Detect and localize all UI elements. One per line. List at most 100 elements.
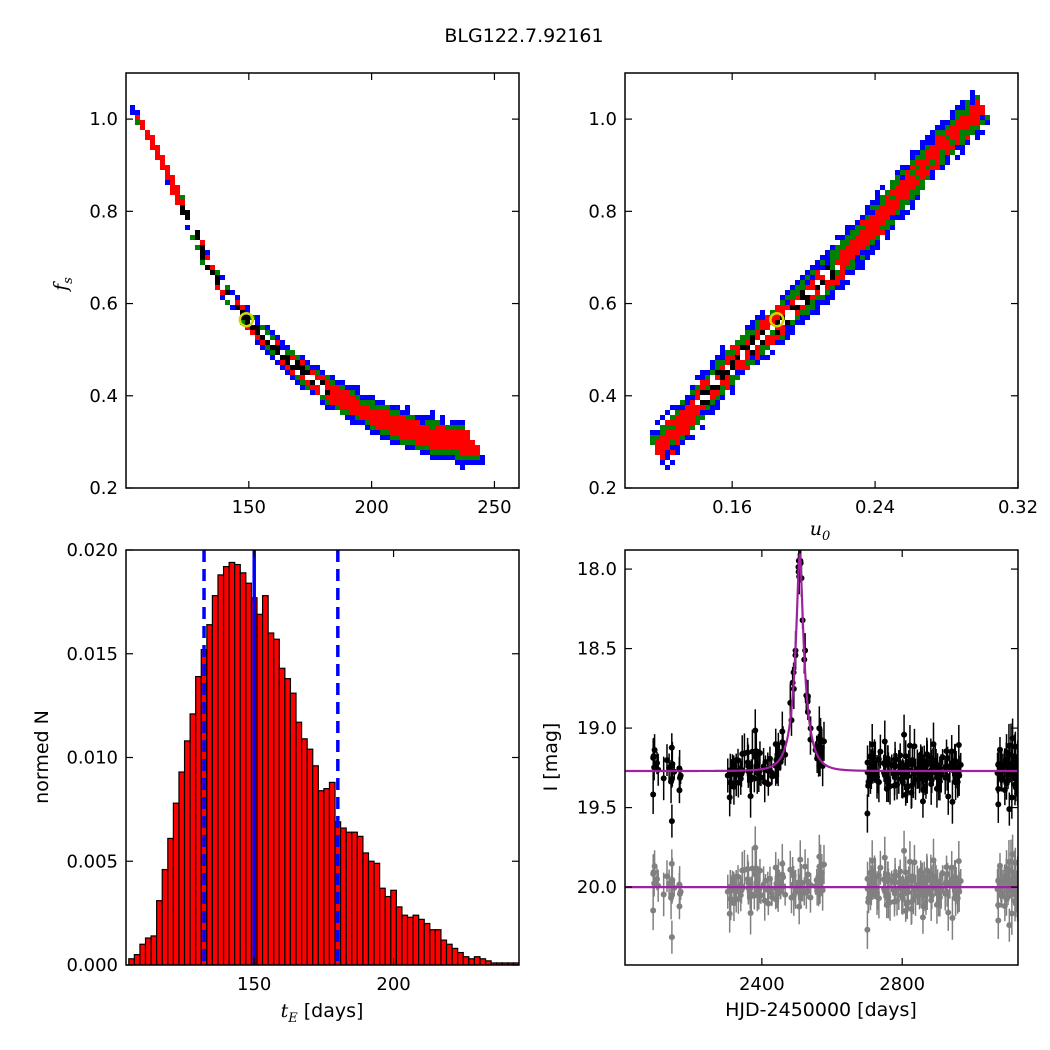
residual-point bbox=[804, 879, 811, 886]
tE-fs-cell bbox=[420, 415, 425, 420]
u0-fs-cell bbox=[790, 295, 795, 300]
residual-point bbox=[677, 888, 684, 895]
residual-point bbox=[898, 892, 905, 899]
tE-fs-cell bbox=[420, 420, 425, 425]
u0-fs-cell bbox=[840, 245, 845, 250]
u0-fs-xlabel: u0 bbox=[810, 518, 831, 544]
u0-fs-cell bbox=[825, 290, 830, 295]
residual-point bbox=[864, 875, 871, 882]
u0-fs-cell bbox=[705, 405, 710, 410]
u0-fs-cell bbox=[730, 380, 735, 385]
tE-fs-cell bbox=[240, 315, 245, 320]
u0-fs-cell bbox=[945, 160, 950, 165]
u0-fs-cell bbox=[965, 120, 970, 125]
tE-fs-cell bbox=[395, 415, 400, 420]
tE-fs-cell bbox=[270, 345, 275, 350]
tE-histogram-bar bbox=[445, 943, 453, 965]
figure-title: BLG122.7.92161 bbox=[444, 25, 603, 47]
tE-fs-cell bbox=[255, 340, 260, 345]
u0-fs-cell bbox=[755, 350, 760, 355]
u0-fs-cell bbox=[685, 425, 690, 430]
u0-fs-cell bbox=[650, 435, 655, 440]
tE-fs-cell bbox=[350, 385, 355, 390]
u0-fs-axes-frame bbox=[624, 72, 1019, 489]
tE-fs-cell bbox=[315, 375, 320, 380]
u0-fs-cell bbox=[710, 400, 715, 405]
u0-fs-cell bbox=[950, 135, 955, 140]
tE-fs-cell bbox=[370, 425, 375, 430]
u0-fs-cell bbox=[815, 290, 820, 295]
data-point bbox=[668, 818, 675, 825]
u0-fs-cell bbox=[865, 235, 870, 240]
u0-fs-cell bbox=[940, 125, 945, 130]
u0-fs-cell bbox=[965, 130, 970, 135]
tE-fs-cell bbox=[300, 360, 305, 365]
u0-fs-cell bbox=[945, 130, 950, 135]
u0-fs-cell bbox=[750, 350, 755, 355]
data-point bbox=[817, 736, 824, 743]
data-point bbox=[919, 798, 926, 805]
tE-fs-cell bbox=[465, 445, 470, 450]
u0-fs-cell bbox=[935, 125, 940, 130]
u0-fs-cell bbox=[685, 400, 690, 405]
u0-fs-cell bbox=[855, 220, 860, 225]
u0-fs-cell bbox=[805, 315, 810, 320]
tE-fs-cell bbox=[435, 435, 440, 440]
data-point bbox=[908, 789, 915, 796]
tE-fs-cell bbox=[255, 320, 260, 325]
u0-fs-cell bbox=[930, 135, 935, 140]
tE-fs-xtick-label: 200 bbox=[354, 497, 388, 518]
tE-histogram-bar bbox=[384, 895, 392, 965]
u0-fs-cell bbox=[870, 220, 875, 225]
u0-fs-cell bbox=[750, 325, 755, 330]
data-point bbox=[653, 759, 660, 766]
tE-fs-cell bbox=[425, 415, 430, 420]
u0-fs-cell bbox=[840, 270, 845, 275]
u0-fs-cell bbox=[715, 395, 720, 400]
residual-point bbox=[888, 878, 895, 885]
u0-fs-cell bbox=[795, 280, 800, 285]
tE-fs-cell bbox=[285, 360, 290, 365]
tE-fs-cell bbox=[265, 350, 270, 355]
u0-fs-cell bbox=[950, 120, 955, 125]
data-point bbox=[943, 748, 950, 755]
data-point bbox=[901, 731, 908, 738]
u0-fs-cell bbox=[690, 390, 695, 395]
data-point bbox=[752, 727, 759, 734]
u0-fs-cell bbox=[965, 135, 970, 140]
u0-fs-cell bbox=[780, 310, 785, 315]
tE-fs-cell bbox=[390, 405, 395, 410]
data-point bbox=[875, 756, 882, 763]
tE-fs-cell bbox=[410, 440, 415, 445]
u0-fs-cell bbox=[660, 460, 665, 465]
u0-fs-cell bbox=[900, 195, 905, 200]
tE-fs-cell bbox=[465, 460, 470, 465]
u0-fs-cell bbox=[965, 125, 970, 130]
tE-fs-ytick-label: 0.8 bbox=[89, 201, 118, 222]
tE-fs-cell bbox=[400, 440, 405, 445]
u0-fs-cell bbox=[975, 105, 980, 110]
data-point bbox=[741, 750, 748, 757]
tE-fs-cell bbox=[385, 430, 390, 435]
tE-histogram-bar bbox=[379, 887, 386, 965]
residual-point bbox=[906, 858, 913, 865]
tE-fs-cell bbox=[450, 420, 455, 425]
u0-fs-cell bbox=[935, 165, 940, 170]
tE-fs-cell bbox=[445, 455, 450, 460]
tE-fs-cell bbox=[430, 450, 435, 455]
u0-fs-cell bbox=[875, 235, 880, 240]
u0-fs-cell bbox=[870, 225, 875, 230]
u0-fs-cell bbox=[725, 355, 730, 360]
u0-fs-cell bbox=[665, 440, 670, 445]
tE-histogram-bar bbox=[217, 574, 225, 965]
tE-fs-cell bbox=[465, 440, 470, 445]
u0-fs-cell bbox=[785, 295, 790, 300]
u0-fs-cell bbox=[770, 350, 775, 355]
u0-fs-cell bbox=[930, 165, 935, 170]
tE-fs-cell bbox=[430, 435, 435, 440]
residual-point bbox=[747, 894, 754, 901]
u0-fs-cell bbox=[675, 440, 680, 445]
tE-histogram-bar bbox=[239, 572, 247, 965]
data-point bbox=[924, 751, 931, 758]
u0-fs-cell bbox=[885, 190, 890, 195]
